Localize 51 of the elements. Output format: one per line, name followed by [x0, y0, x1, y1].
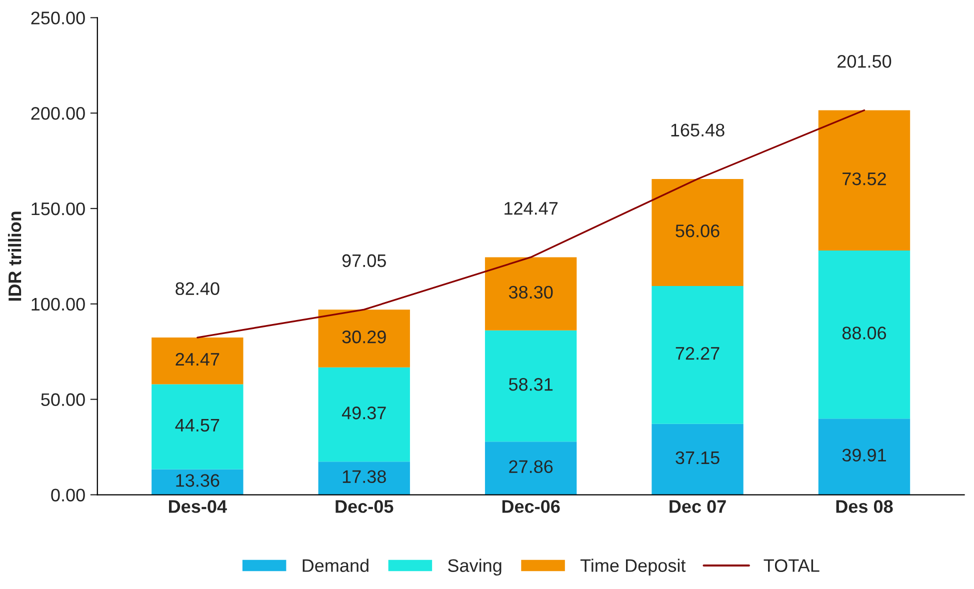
data-label: 56.06	[676, 224, 720, 238]
data-label: 72.27	[676, 346, 720, 360]
bar	[318, 310, 410, 368]
x-tick-label: Des-04	[169, 500, 227, 513]
bar	[318, 367, 410, 462]
bar	[818, 250, 910, 419]
bar	[652, 286, 744, 424]
bar	[652, 178, 744, 286]
bar	[152, 469, 244, 495]
y-tick-label: 150.00	[32, 202, 85, 216]
y-axis-title: IDR trillion	[8, 212, 22, 301]
data-label: 44.57	[175, 418, 220, 432]
bar	[484, 442, 577, 495]
data-label: 201.50	[838, 54, 892, 68]
y-tick-label: 100.00	[32, 298, 85, 311]
x-tick-label: Des 08	[836, 500, 893, 513]
data-label: 124.47	[504, 202, 558, 215]
data-label: 58.31	[508, 378, 553, 391]
data-label: 82.40	[176, 282, 220, 296]
data-label: 39.91	[842, 448, 886, 462]
data-label: 73.52	[842, 172, 886, 186]
data-label: 17.38	[342, 470, 386, 484]
bar	[484, 257, 577, 330]
data-label: 13.36	[176, 474, 220, 487]
y-tick-label: 50.00	[41, 393, 85, 406]
y-tick-label: 250.00	[31, 12, 85, 24]
bar	[818, 110, 910, 251]
legend-label: Demand	[302, 558, 368, 572]
data-label: 24.47	[176, 352, 220, 366]
data-label: 38.30	[508, 286, 553, 299]
data-label: 49.37	[342, 406, 386, 420]
legend-label: Time Deposit	[580, 558, 686, 576]
legend-label: TOTAL	[764, 559, 820, 572]
data-label: 165.48	[671, 124, 724, 137]
x-tick-label: Dec-05	[336, 500, 394, 513]
bar	[152, 384, 244, 470]
bar	[652, 424, 744, 495]
x-tick-label: Dec-06	[502, 500, 560, 513]
data-label: 37.15	[676, 451, 720, 464]
data-label: 88.06	[842, 326, 886, 340]
bar	[818, 418, 910, 495]
bar	[152, 338, 244, 384]
x-tick-label: Dec 07	[670, 500, 726, 513]
bar	[484, 330, 577, 442]
legend-label: Saving	[448, 558, 502, 576]
y-tick-label: 200.00	[31, 107, 85, 120]
bar	[318, 462, 410, 495]
data-label: 30.29	[342, 330, 386, 344]
y-tick-label: 0.00	[51, 488, 85, 502]
data-label: 27.86	[509, 460, 553, 474]
data-label: 97.05	[342, 254, 386, 268]
